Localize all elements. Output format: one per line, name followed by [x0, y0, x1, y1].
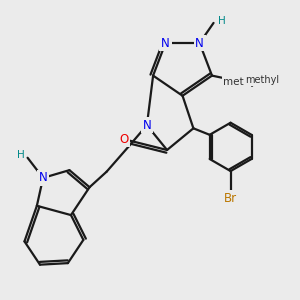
- Text: H: H: [17, 150, 25, 160]
- Text: Br: Br: [224, 191, 237, 205]
- Text: N: N: [39, 171, 47, 184]
- Text: O: O: [119, 133, 128, 146]
- Text: H: H: [218, 16, 226, 26]
- Text: N: N: [195, 37, 204, 50]
- Text: N: N: [161, 37, 170, 50]
- Text: methyl: methyl: [223, 77, 260, 87]
- Text: N: N: [142, 119, 151, 132]
- Text: methyl: methyl: [245, 75, 279, 85]
